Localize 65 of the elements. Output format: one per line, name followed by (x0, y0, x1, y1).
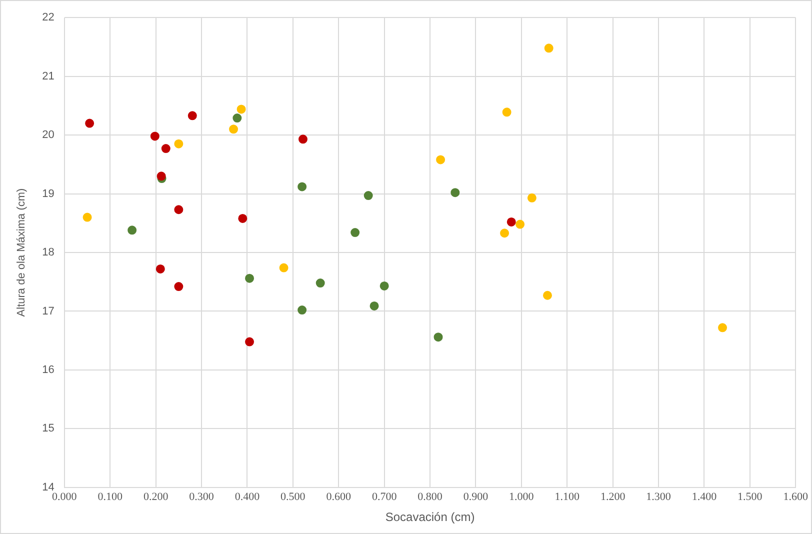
x-tick-label: 0.200 (143, 490, 169, 503)
x-tick-label: 0.800 (418, 490, 443, 503)
x-tick-label: 1.300 (646, 490, 672, 503)
point (245, 337, 254, 346)
x-tick-label: 0.000 (52, 490, 78, 503)
point (82, 212, 92, 222)
x-tick-label: 0.300 (189, 490, 214, 503)
point (229, 124, 238, 134)
point (502, 108, 512, 117)
point (542, 290, 552, 300)
point (174, 205, 184, 214)
point (128, 226, 137, 235)
x-tick-label: 0.500 (280, 490, 306, 503)
point (500, 228, 510, 238)
y-tick-label: 20 (42, 129, 54, 142)
x-tick-label: 1.400 (692, 490, 718, 503)
point (516, 220, 525, 229)
y-tick-label: 21 (42, 70, 54, 82)
point (236, 104, 246, 114)
y-tick-label: 19 (42, 188, 54, 200)
x-tick-label: 1.000 (509, 490, 534, 503)
point (232, 114, 242, 123)
y-tick-label: 14 (42, 481, 54, 494)
point (450, 188, 460, 198)
y-axis-title: Altura de ola Máxima (cm) (16, 188, 28, 317)
x-tick-label: 1.100 (554, 490, 580, 503)
point (298, 306, 307, 315)
x-tick-label: 1.200 (600, 490, 626, 503)
x-tick-label: 0.700 (372, 490, 398, 503)
point (436, 155, 446, 164)
point (150, 132, 160, 141)
x-axis-title: Socavación (cm) (385, 510, 475, 524)
point (718, 323, 728, 332)
point (161, 144, 170, 154)
point (188, 111, 197, 120)
point (174, 282, 184, 292)
y-tick-label: 15 (42, 422, 54, 435)
point (245, 274, 254, 283)
point (506, 217, 516, 226)
point (156, 172, 166, 181)
point (298, 134, 308, 144)
point (238, 214, 248, 223)
x-tick-label: 1.500 (738, 490, 763, 503)
y-tick-label: 16 (42, 364, 54, 376)
y-tick-label: 18 (42, 246, 54, 259)
point (544, 44, 554, 53)
x-tick-label: 0.900 (463, 490, 489, 503)
point (350, 228, 360, 238)
point (434, 332, 443, 342)
x-tick-label: 1.600 (783, 490, 808, 503)
point (174, 139, 184, 148)
y-tick-label: 17 (42, 305, 54, 318)
point (156, 264, 165, 274)
point (380, 281, 389, 290)
point (279, 263, 288, 272)
x-tick-label: 0.600 (326, 490, 352, 503)
x-tick-label: 0.100 (98, 490, 124, 503)
point (85, 118, 94, 128)
point (316, 278, 325, 288)
y-tick-label: 22 (42, 12, 54, 24)
point (298, 182, 307, 192)
point (527, 193, 536, 202)
x-tick-label: 0.400 (234, 490, 260, 503)
point (370, 301, 379, 310)
point (364, 191, 373, 200)
